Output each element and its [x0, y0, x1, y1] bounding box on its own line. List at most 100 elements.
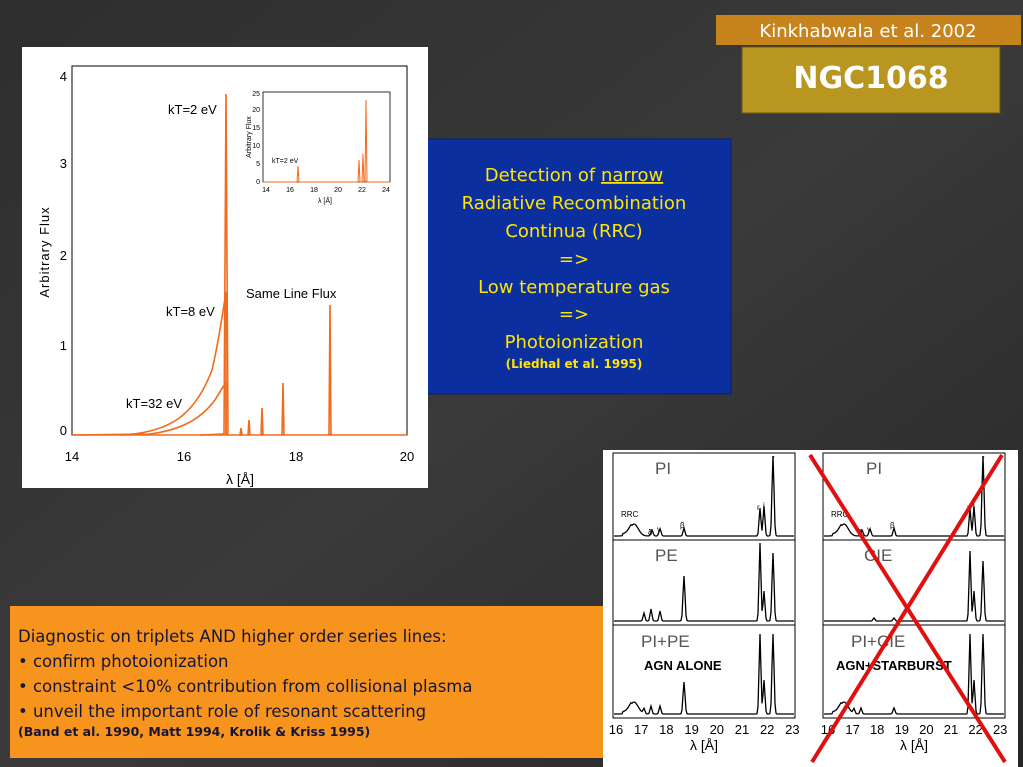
- y-axis-label: Arbitrary Flux: [37, 206, 52, 297]
- blue-line: Radiative Recombination: [462, 193, 687, 214]
- inset-x-tick: 16: [286, 187, 294, 194]
- caption: AGN ALONE: [644, 658, 722, 673]
- inset-annotation: kT=2 eV: [272, 158, 299, 165]
- annotation: Same Line Flux: [246, 286, 337, 301]
- blue-line-part: Detection of: [485, 165, 596, 186]
- title: NGC1068: [793, 61, 948, 96]
- line-label: r: [757, 503, 760, 512]
- line-label: f: [772, 455, 775, 464]
- cross-stroke: [810, 453, 1004, 764]
- citation-box: [716, 15, 1021, 45]
- x-tick-label: 18: [870, 722, 884, 737]
- inset-x-tick: 18: [310, 187, 318, 194]
- spectra: [71, 93, 407, 436]
- curve-kt8: [119, 291, 227, 436]
- orange-bullet: • unveil the important role of resonant …: [18, 702, 426, 721]
- x-tick-label: 20: [710, 722, 724, 737]
- x-tick-label: 23: [993, 722, 1007, 737]
- inset-y-tick: 25: [252, 91, 260, 98]
- x-tick-label: 16: [177, 449, 191, 464]
- red-cross: [808, 453, 1007, 764]
- spectrum: [824, 633, 1004, 715]
- line-label: β: [680, 521, 685, 530]
- inset-y-tick: 0: [256, 179, 260, 186]
- x-tick-label: 19: [684, 722, 698, 737]
- x-tick-label: 18: [289, 449, 303, 464]
- x-tick-label: 20: [400, 449, 414, 464]
- left-plot-ticks: 0 1 2 3 4 14 16 18 20: [60, 69, 414, 464]
- x-tick-label: 21: [944, 722, 958, 737]
- panel-label: PI: [866, 459, 882, 478]
- right-plot-bg: [603, 450, 1018, 767]
- x-tick-label: 23: [785, 722, 799, 737]
- left-panel-frame: [612, 452, 796, 719]
- inset-y-tick: 15: [252, 125, 260, 132]
- y-tick-label: 0: [60, 423, 67, 438]
- inset-x-tick: 24: [382, 187, 390, 194]
- caption: AGN+STARBURST: [836, 658, 952, 673]
- line-label: RRC: [831, 510, 849, 519]
- orange-box: [10, 606, 608, 758]
- panel-label: PI: [655, 459, 671, 478]
- blue-line: =>: [559, 249, 589, 270]
- x-axis-label: λ [Å]: [900, 737, 928, 753]
- spectrum: [614, 455, 794, 537]
- y-tick-label: 2: [60, 248, 67, 263]
- line-label: RRC: [621, 510, 639, 519]
- inset-spectrum: [263, 99, 390, 183]
- inset-y-label: Arbitrary Flux: [246, 116, 253, 158]
- spectrum: [824, 455, 1004, 537]
- blue-box-text: Detection of narrow Radiative Recombinat…: [462, 165, 687, 371]
- panel-label: PE: [655, 546, 678, 565]
- y-tick-label: 1: [60, 338, 67, 353]
- inset-x-tick: 14: [262, 187, 270, 194]
- inset-x-label: λ [Å]: [318, 196, 332, 205]
- orange-bullet: • constraint <10% contribution from coll…: [18, 677, 473, 696]
- x-tick-label: 14: [65, 449, 79, 464]
- x-tick-label: 16: [609, 722, 623, 737]
- panel-frames: [612, 452, 1006, 719]
- right-panel-frame: [822, 452, 1006, 719]
- x-tick-label: 17: [634, 722, 648, 737]
- spectrum: [614, 633, 794, 715]
- line-label: β: [890, 521, 895, 530]
- orange-reference: (Band et al. 1990, Matt 1994, Krolik & K…: [18, 724, 370, 739]
- blue-box: [417, 138, 732, 395]
- line-label: f: [982, 455, 985, 464]
- line-label: δ: [648, 528, 653, 537]
- x-tick-label: 22: [760, 722, 774, 737]
- x-tick-label: 19: [895, 722, 909, 737]
- line-label: i: [973, 501, 975, 510]
- citation: Kinkhabwala et al. 2002: [759, 21, 976, 42]
- x-tick-label: 21: [735, 722, 749, 737]
- blue-reference: (Liedhal et al. 1995): [506, 357, 643, 371]
- annotation: kT=32 eV: [126, 396, 182, 411]
- x-tick-label: 22: [968, 722, 982, 737]
- blue-line-underlined: narrow: [601, 165, 663, 186]
- orange-bullet: • confirm photoionization: [18, 652, 229, 671]
- blue-line: Continua (RRC): [505, 221, 642, 242]
- inset-y-tick: 20: [252, 107, 260, 114]
- x-axis-label: λ [Å]: [226, 471, 254, 487]
- x-tick-label: 18: [659, 722, 673, 737]
- title-box: [741, 46, 1001, 114]
- inset-y-tick: 10: [252, 143, 260, 150]
- orange-heading: Diagnostic on triplets AND higher order …: [18, 627, 447, 646]
- blue-line: Detection of narrow: [485, 165, 664, 186]
- line-label: γ: [867, 525, 871, 534]
- blue-line: Photoionization: [505, 332, 644, 353]
- inset-y-tick: 5: [256, 161, 260, 168]
- inset: 0 5 10 15 20 25 14 16 18 20 22 24 λ [Å] …: [246, 91, 391, 205]
- annotation: kT=8 eV: [166, 304, 215, 319]
- x-axis-label: λ [Å]: [690, 737, 718, 753]
- y-tick-label: 4: [60, 69, 67, 84]
- blue-line: =>: [559, 304, 589, 325]
- y-tick-label: 3: [60, 156, 67, 171]
- line-label: i: [763, 501, 765, 510]
- x-tick-label: 17: [845, 722, 859, 737]
- inset-x-tick: 22: [358, 187, 366, 194]
- x-tick-label: 20: [919, 722, 933, 737]
- annotation: kT=2 eV: [168, 102, 217, 117]
